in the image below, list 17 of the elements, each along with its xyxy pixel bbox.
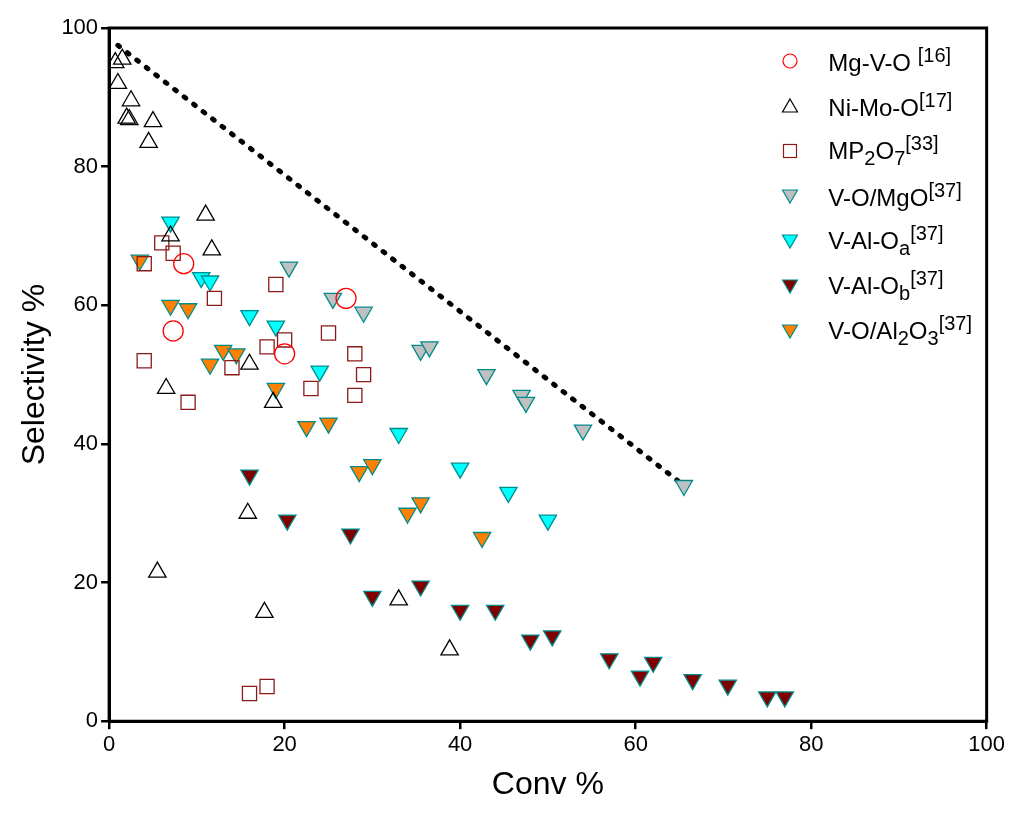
x-tick-label: 40 <box>447 731 473 757</box>
y-tick-label: 40 <box>73 429 99 455</box>
x-tick-label: 80 <box>798 731 824 757</box>
x-axis-title: Conv % <box>491 764 604 801</box>
y-tick-label: 60 <box>73 291 99 317</box>
legend-label: Mg-V-O $^{[16]}$ <box>828 44 952 77</box>
x-tick-label: 0 <box>102 731 116 757</box>
x-tick-label: 100 <box>968 731 1006 757</box>
legend-label: Ni-Mo-O$^{[17]}$ <box>828 89 953 122</box>
legend-label: V-O/MgO$^{[37]}$ <box>828 179 962 212</box>
y-axis-title: Selectivity % <box>15 283 52 466</box>
x-tick-label: 20 <box>272 731 297 757</box>
y-tick-label: 20 <box>73 568 99 594</box>
x-tick-label: 60 <box>623 731 648 757</box>
y-tick-label: 100 <box>61 14 99 40</box>
y-tick-label: 80 <box>73 152 99 178</box>
y-tick-label: 0 <box>85 707 99 733</box>
